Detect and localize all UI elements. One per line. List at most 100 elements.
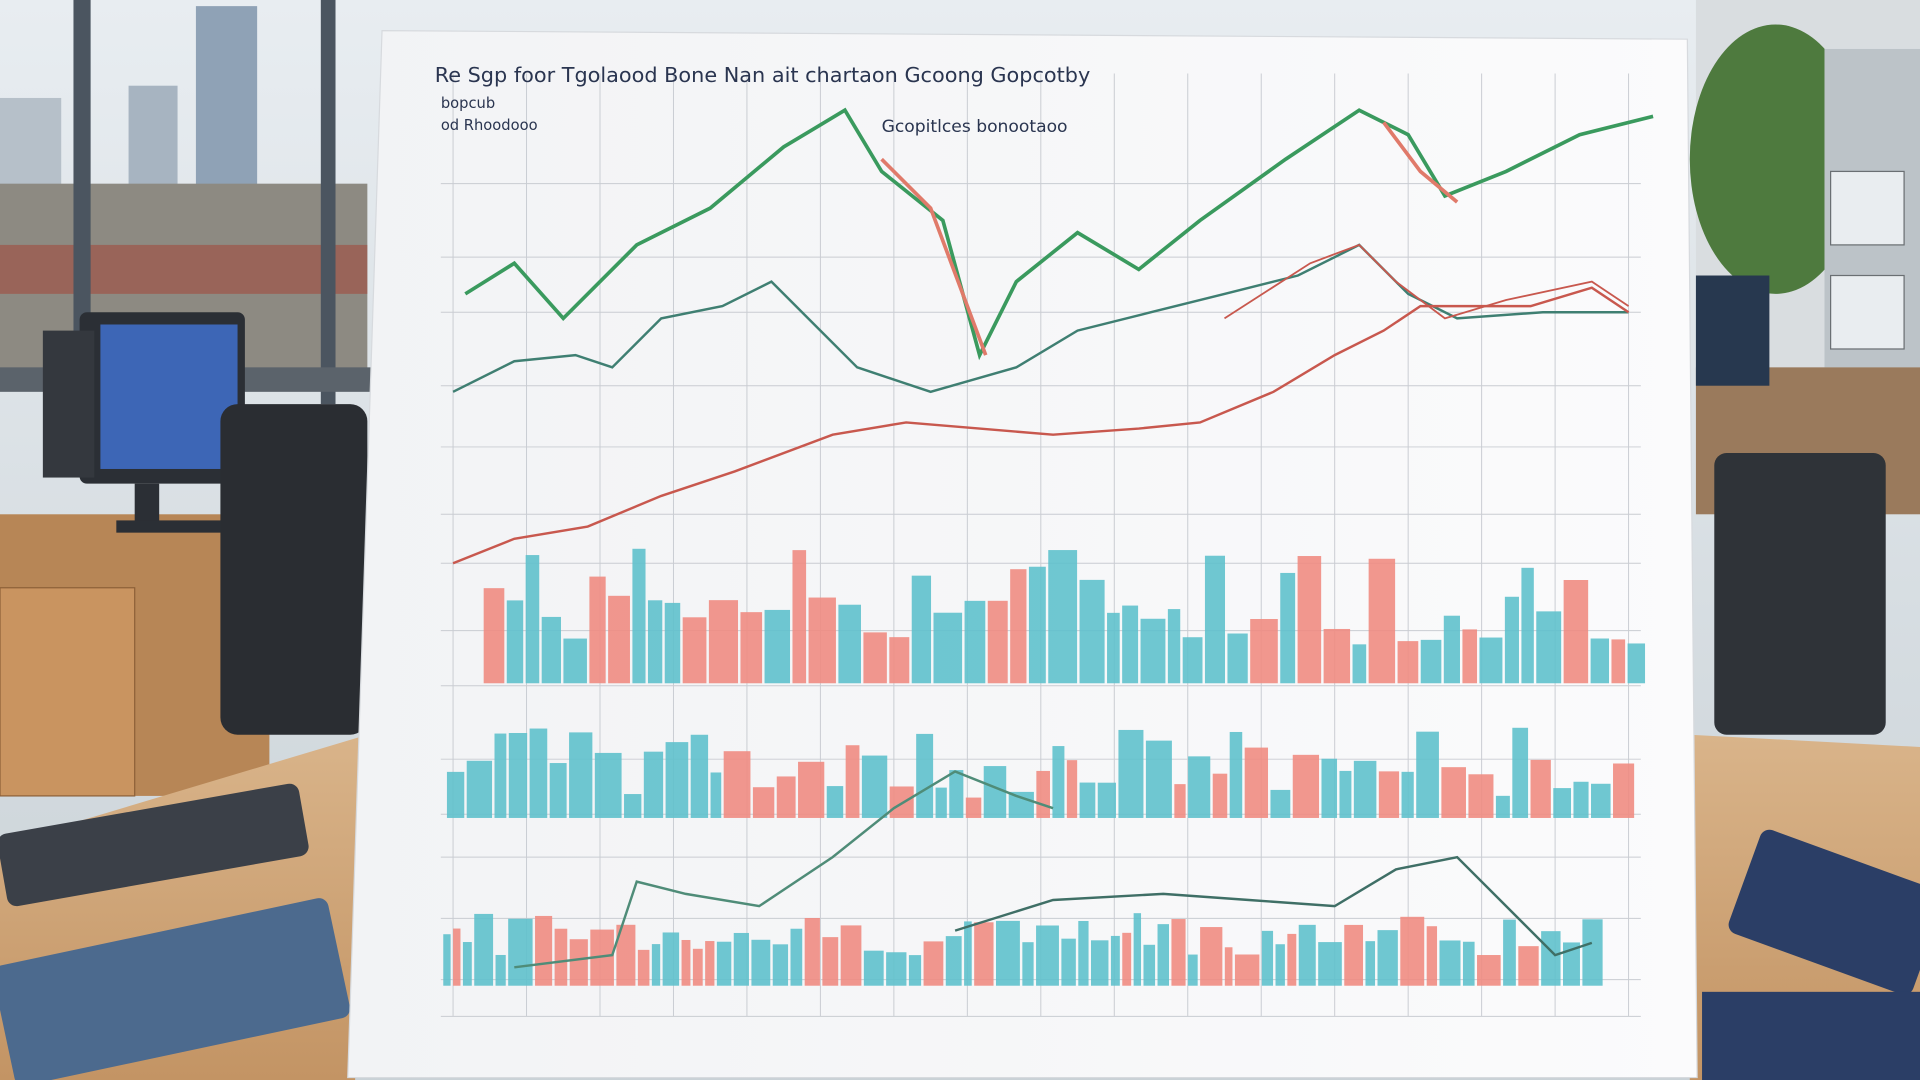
- bar: [508, 918, 533, 986]
- bar: [804, 918, 820, 986]
- bar: [889, 637, 910, 684]
- bar: [705, 941, 715, 986]
- chart-drawing: [443, 107, 1654, 986]
- bar: [949, 770, 964, 818]
- bar: [1400, 916, 1425, 986]
- bar: [916, 733, 934, 818]
- bar: [1627, 643, 1646, 684]
- bar: [1479, 637, 1503, 684]
- bar: [1036, 925, 1059, 986]
- bar: [637, 949, 650, 986]
- bar: [826, 786, 844, 818]
- bar: [1227, 633, 1248, 684]
- bar: [751, 939, 771, 986]
- bar: [692, 948, 703, 986]
- bar: [716, 941, 732, 986]
- bar: [462, 942, 472, 986]
- bar: [541, 616, 561, 684]
- bar: [987, 600, 1008, 684]
- bar: [1582, 919, 1603, 986]
- bar: [1339, 770, 1352, 818]
- bar: [964, 600, 986, 684]
- bar: [933, 612, 963, 684]
- bar: [1530, 759, 1551, 818]
- bar: [983, 766, 1007, 818]
- bar: [590, 929, 614, 986]
- bar: [608, 595, 630, 684]
- bar: [1200, 927, 1223, 986]
- bar: [1143, 944, 1156, 986]
- bar: [494, 733, 507, 818]
- trend-line: [954, 855, 1593, 957]
- bar: [1553, 788, 1572, 818]
- bar: [1462, 941, 1475, 986]
- bar: [664, 602, 681, 684]
- bar: [1145, 740, 1172, 818]
- bar: [740, 612, 763, 684]
- bar: [1157, 924, 1169, 986]
- bar: [1518, 946, 1539, 986]
- bar: [710, 772, 722, 818]
- trend-line: [1382, 121, 1459, 204]
- bar: [1563, 580, 1589, 684]
- bar: [911, 575, 932, 684]
- bar: [1591, 783, 1611, 818]
- bar: [1212, 773, 1228, 818]
- bar: [863, 950, 884, 986]
- bar: [1110, 935, 1120, 986]
- bar: [529, 728, 548, 818]
- bar: [1133, 913, 1142, 986]
- bar: [443, 934, 451, 986]
- bar: [563, 638, 587, 684]
- bar: [838, 604, 861, 684]
- bar: [908, 955, 922, 986]
- bar: [1477, 955, 1501, 986]
- bar: [964, 921, 972, 986]
- bar: [1261, 930, 1274, 986]
- bar: [616, 924, 636, 986]
- bar: [935, 787, 947, 818]
- bar: [466, 760, 493, 818]
- bar: [1078, 920, 1089, 986]
- bar: [1275, 944, 1285, 986]
- bar: [506, 600, 524, 684]
- bar: [776, 776, 796, 818]
- bar: [808, 597, 836, 684]
- bar: [1562, 942, 1580, 986]
- bar: [1297, 556, 1322, 684]
- bar: [1504, 596, 1519, 684]
- bar: [1010, 569, 1027, 684]
- bar: [1541, 931, 1561, 986]
- bar: [1420, 639, 1442, 684]
- bar: [863, 632, 887, 684]
- bar: [723, 751, 751, 818]
- bar: [752, 787, 775, 818]
- trend-line: [452, 286, 1630, 565]
- bar: [446, 771, 465, 818]
- bar: [495, 954, 506, 986]
- bar: [1118, 729, 1144, 818]
- bar: [1048, 550, 1078, 684]
- trend-line: [514, 770, 1054, 969]
- trend-line: [880, 157, 988, 356]
- bar: [945, 936, 962, 986]
- bar: [589, 576, 606, 684]
- bar: [1122, 605, 1139, 684]
- bar: [1521, 567, 1534, 684]
- bar: [1079, 579, 1105, 684]
- bar: [1439, 940, 1461, 986]
- bar: [1321, 758, 1338, 818]
- bar: [1140, 618, 1166, 684]
- bar: [1368, 558, 1396, 684]
- bar: [733, 932, 749, 986]
- bar: [1298, 924, 1316, 986]
- bar: [1378, 771, 1400, 818]
- bar: [1401, 771, 1414, 818]
- chart-title: Re Sgp foor Tgolaood Bone Nan ait charta…: [435, 63, 1091, 87]
- bar: [643, 751, 664, 818]
- bar: [1441, 767, 1466, 818]
- bar: [1061, 938, 1076, 986]
- bar: [1022, 942, 1034, 986]
- bar: [840, 925, 862, 986]
